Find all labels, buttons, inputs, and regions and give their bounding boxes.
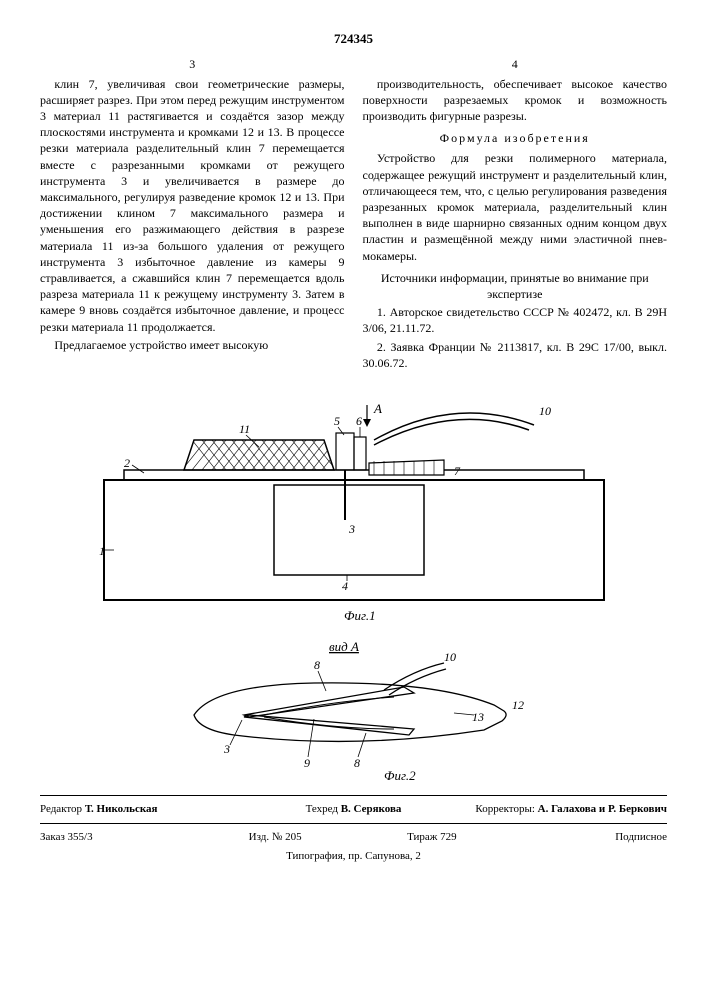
left-para-1: клин 7, увеличивая свои геометрические р… [40, 76, 345, 335]
refs-title: Источники информации, принятые во вниман… [363, 270, 668, 302]
footer-row-1: Редактор Т. Никольская Техред В. Серяков… [40, 802, 667, 817]
claims-text: Устройство для резки полимерного мате­ри… [363, 150, 668, 263]
left-para-2: Предлагаемое устройство имеет высокую [40, 337, 345, 353]
fig1-n5: 5 [334, 414, 340, 428]
tirazh: Тираж 729 [354, 830, 511, 845]
figure-2: вид A 3 8 8 9 10 12 13 Фиг.2 [40, 635, 667, 785]
fig2-n13: 13 [472, 710, 484, 724]
footer-row-2: Заказ 355/3 Изд. № 205 Тираж 729 Подписн… [40, 830, 667, 845]
fig1-n3: 3 [348, 522, 355, 536]
ref-2: 2. Заявка Франции № 2113817, кл. B 29C 1… [363, 339, 668, 371]
fig2-n9: 9 [304, 756, 310, 770]
fig1-n4: 4 [342, 579, 348, 593]
typography-line: Типография, пр. Сапунова, 2 [40, 849, 667, 864]
fig1-n2: 2 [124, 456, 130, 470]
fig2-n12: 12 [512, 698, 524, 712]
fig2-n10: 10 [444, 650, 456, 664]
fig2-n3: 3 [223, 742, 230, 756]
fig2-title: вид A [329, 639, 359, 654]
footer-sep-2 [40, 823, 667, 824]
fig1-n1: 1 [99, 544, 105, 558]
editor-cell: Редактор Т. Никольская [40, 802, 249, 817]
text-columns: 3 клин 7, увеличивая свои геометрические… [40, 56, 667, 373]
tech-cell: Техред В. Серякова [249, 802, 458, 817]
claims-title: Формула изобретения [363, 130, 668, 146]
fig2-caption: Фиг.2 [384, 768, 416, 783]
figure-1: A 11 5 6 10 7 2 1 3 4 Фиг.1 [40, 385, 667, 625]
footer-sep-1 [40, 795, 667, 796]
right-para-1: производительность, обеспечивает высокое… [363, 76, 668, 125]
corr-label: Корректоры: [475, 803, 534, 815]
col-num-left: 3 [40, 56, 345, 72]
podpis: Подписное [510, 830, 667, 845]
tech-name: В. Серякова [341, 803, 402, 815]
document-number: 724345 [40, 30, 667, 48]
fig1-n11: 11 [239, 422, 250, 436]
ref-1: 1. Авторское свидетельство СССР № 402472… [363, 304, 668, 336]
fig2-n8b: 8 [354, 756, 360, 770]
izd: Изд. № 205 [197, 830, 354, 845]
fig1-n10: 10 [539, 404, 551, 418]
editor-label: Редактор [40, 803, 82, 815]
fig1-caption: Фиг.1 [344, 608, 376, 623]
col-num-right: 4 [363, 56, 668, 72]
tech-label: Техред [306, 803, 338, 815]
fig2-n8a: 8 [314, 658, 320, 672]
corr-names: А. Галахова и Р. Беркович [538, 803, 667, 815]
zakaz: Заказ 355/3 [40, 830, 197, 845]
editor-name: Т. Никольская [85, 803, 158, 815]
fig1-n6: 6 [356, 414, 362, 428]
fig1-label-A: A [373, 401, 382, 416]
fig1-n7: 7 [454, 464, 461, 478]
left-column: 3 клин 7, увеличивая свои геометрические… [40, 56, 345, 373]
right-column: 4 производительность, обеспечивает высок… [363, 56, 668, 373]
corr-cell: Корректоры: А. Галахова и Р. Беркович [458, 802, 667, 817]
